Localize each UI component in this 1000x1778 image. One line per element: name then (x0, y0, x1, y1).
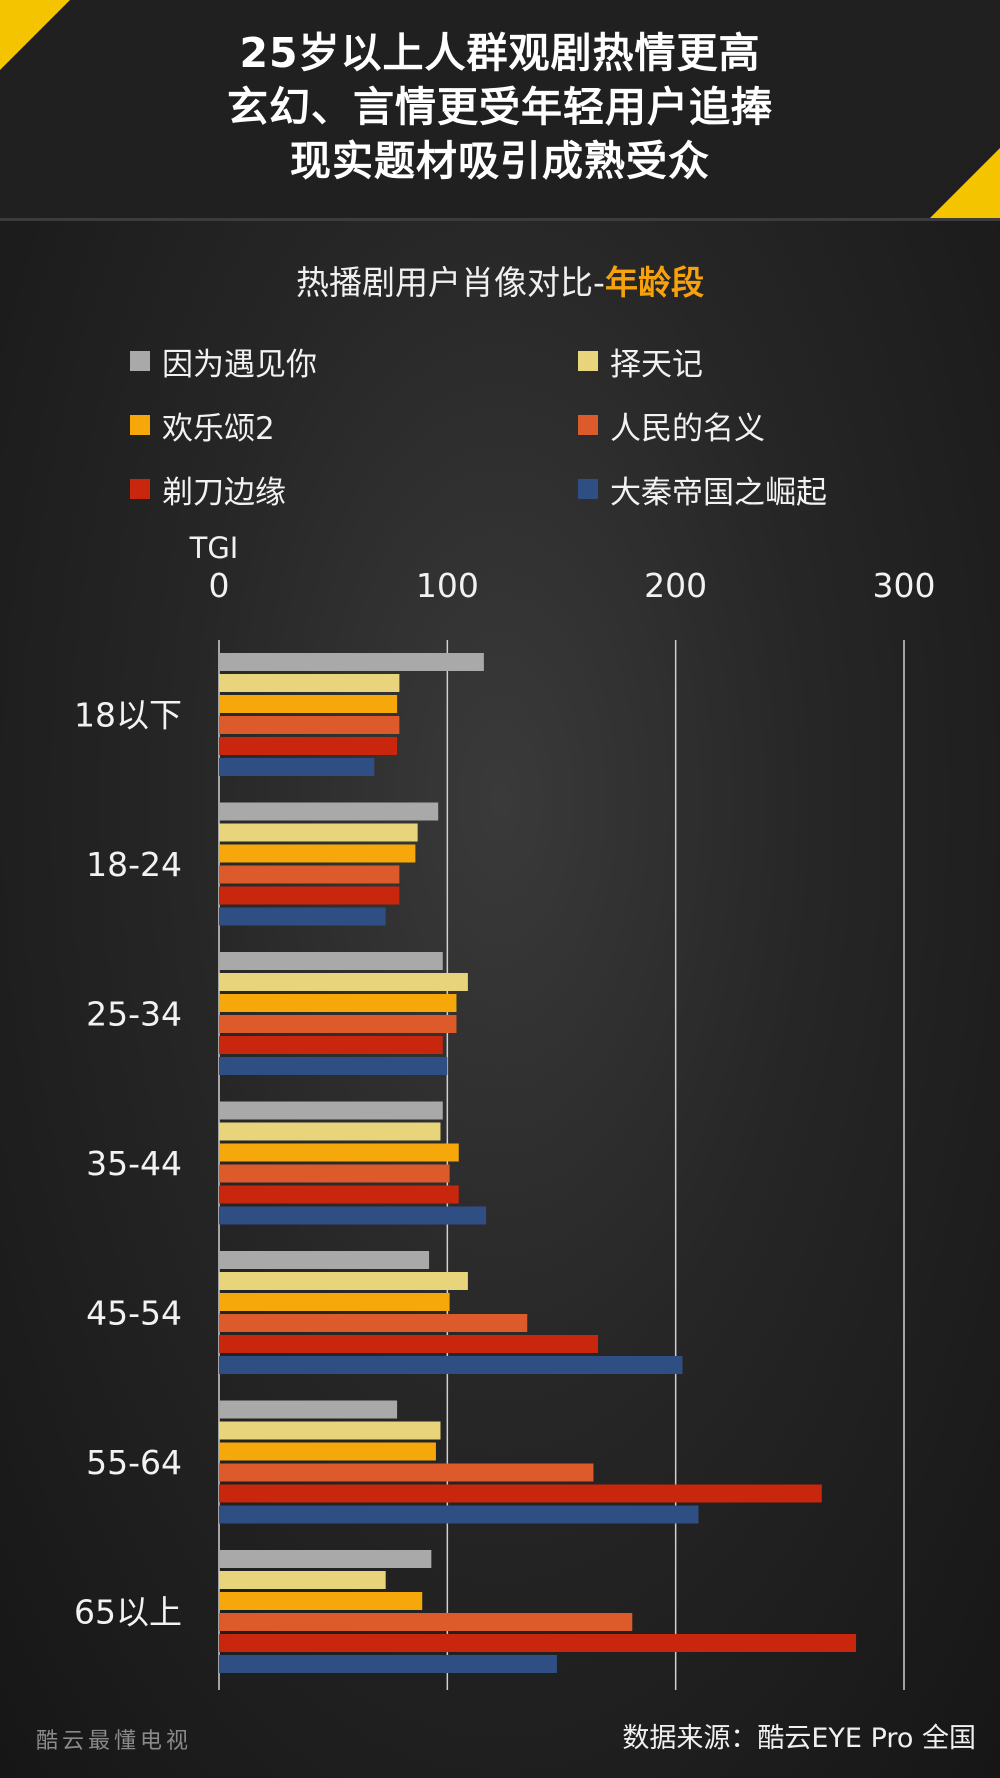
legend-item: 择天记 (578, 342, 950, 383)
bar (219, 823, 418, 842)
brand-watermark: 酷云最懂电视 (36, 1729, 193, 1754)
legend-label: 欢乐颂2 (162, 410, 275, 447)
bar (219, 1356, 683, 1374)
category-label: 18-24 (86, 845, 182, 884)
legend-item: 剃刀边缘 (130, 470, 578, 511)
chart-title-prefix: 热播剧用户肖像对比- (296, 263, 605, 302)
category-label: 65以上 (74, 1593, 182, 1632)
bar (219, 973, 468, 991)
headline: 25岁以上人群观剧热情更高 玄幻、言情更受年轻用户追捧 现实题材吸引成熟受众 (0, 26, 1000, 188)
category-label: 55-64 (86, 1443, 182, 1482)
bar (219, 758, 375, 776)
legend-item: 因为遇见你 (130, 342, 578, 383)
legend-label: 人民的名义 (610, 410, 765, 447)
bar (219, 1592, 423, 1610)
bar (219, 737, 398, 755)
chart-title: 热播剧用户肖像对比-年龄段 (0, 256, 1000, 304)
bar (219, 653, 484, 671)
legend-swatch (578, 479, 598, 499)
bar (219, 1634, 857, 1652)
legend-label: 因为遇见你 (162, 346, 317, 383)
data-source: 数据来源：酷云EYE Pro 全国 (622, 1723, 976, 1754)
category-label: 18以下 (74, 696, 182, 735)
bar (219, 865, 400, 884)
bar (219, 1442, 436, 1461)
bar (219, 1036, 443, 1054)
legend-label: 剃刀边缘 (162, 474, 286, 511)
legend-swatch (578, 351, 598, 371)
corner-triangle-top-left (0, 0, 70, 70)
category-label: 45-54 (86, 1294, 182, 1333)
legend: 因为遇见你 择天记 欢乐颂2 人民的名义 剃刀边缘 大秦帝国之崛起 (130, 342, 950, 511)
bar (219, 1185, 459, 1204)
axis-label: TGI (189, 531, 239, 565)
x-tick-label: 100 (416, 566, 479, 605)
bar (219, 1272, 468, 1290)
bar (219, 952, 443, 970)
bar (219, 1251, 430, 1269)
bar (219, 1143, 459, 1162)
bar (219, 1571, 386, 1589)
bar (219, 1206, 487, 1225)
bar (219, 674, 400, 692)
bar (219, 802, 439, 821)
bar (219, 1101, 443, 1120)
x-tick-label: 200 (644, 566, 707, 605)
headline-line-3: 现实题材吸引成熟受众 (290, 137, 710, 185)
category-label: 35-44 (86, 1144, 182, 1183)
x-tick-label: 300 (873, 566, 936, 605)
legend-swatch (578, 415, 598, 435)
bar (219, 1164, 450, 1183)
legend-item: 人民的名义 (578, 406, 950, 447)
bar (219, 1613, 633, 1631)
bar (219, 1293, 450, 1311)
bar (219, 695, 398, 713)
bar (219, 1505, 699, 1524)
headline-line-1: 25岁以上人群观剧热情更高 (239, 29, 761, 77)
bar (219, 1484, 822, 1503)
legend-item: 大秦帝国之崛起 (578, 470, 950, 511)
category-label: 25-34 (86, 995, 182, 1034)
legend-label: 择天记 (610, 346, 703, 383)
bar (219, 1400, 398, 1419)
bar (219, 1122, 441, 1141)
legend-swatch (130, 351, 150, 371)
headline-line-2: 玄幻、言情更受年轻用户追捧 (227, 83, 773, 131)
bar (219, 844, 416, 863)
bar (219, 886, 400, 905)
bar (219, 907, 386, 926)
legend-label: 大秦帝国之崛起 (610, 474, 827, 511)
legend-swatch (130, 479, 150, 499)
bar (219, 1421, 441, 1440)
corner-triangle-bottom-right (930, 148, 1000, 218)
bar (219, 1057, 448, 1075)
legend-swatch (130, 415, 150, 435)
x-tick-label: 0 (209, 566, 230, 605)
bar (219, 1015, 457, 1033)
header-banner: 25岁以上人群观剧热情更高 玄幻、言情更受年轻用户追捧 现实题材吸引成熟受众 (0, 0, 1000, 221)
bar (219, 1314, 528, 1332)
bar (219, 1655, 557, 1673)
bar (219, 716, 400, 734)
chart-title-highlight: 年龄段 (604, 263, 704, 302)
bar (219, 1550, 432, 1568)
bar (219, 1335, 599, 1353)
legend-item: 欢乐颂2 (130, 406, 578, 447)
bar (219, 994, 457, 1012)
bar (219, 1463, 594, 1482)
